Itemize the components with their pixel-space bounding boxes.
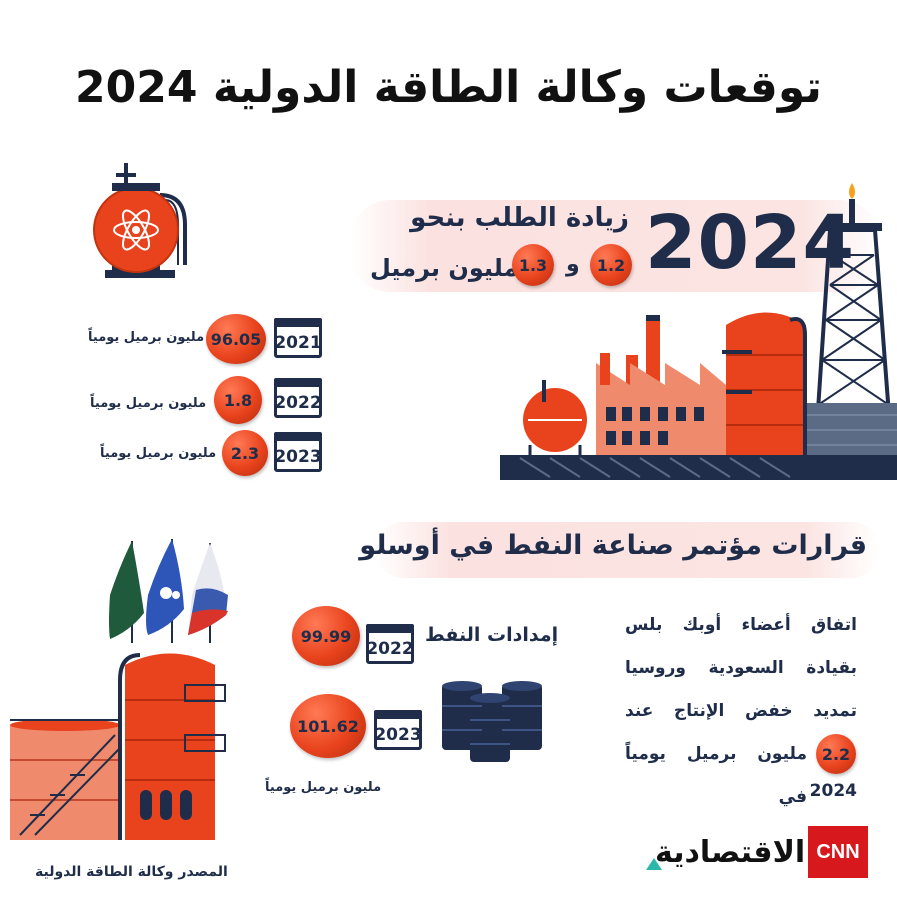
oslo-text-line2: بقيادة السعودية وروسيا [625, 658, 857, 678]
supply-year-2022: 2022 [366, 624, 414, 664]
history-value-2023: 2.3 [222, 430, 268, 476]
history-value-2022: 1.8 [214, 376, 262, 424]
demand-unit: مليون برميل [370, 254, 519, 282]
oslo-text-line3: تمديد خفض الإنتاج عند [625, 701, 857, 721]
brand-triangle-icon [646, 858, 662, 870]
oslo-text-line4: مليون برميل يومياً في [625, 744, 807, 807]
demand-conj: و [566, 252, 580, 277]
supply-unit: مليون برميل يومياً [265, 780, 382, 795]
calendar-icon: 2023 [374, 710, 422, 750]
calendar-icon: 2023 [274, 432, 322, 472]
calendar-icon: 2022 [366, 624, 414, 664]
demand-line1: زيادة الطلب بنحو [410, 203, 629, 233]
calendar-icon: 2022 [274, 378, 322, 418]
gas-tank-atom-icon [93, 163, 187, 278]
calendar-icon: 2021 [274, 318, 322, 358]
oslo-text-line5: 2024 [809, 781, 857, 801]
oslo-text-line1: اتفاق أعضاء أوبك بلس [625, 615, 857, 635]
history-year-2022: 2022 [274, 378, 322, 418]
page-title: توقعات وكالة الطاقة الدولية 2024 [75, 62, 822, 113]
refinery-illustration [500, 183, 897, 480]
oil-barrels-icon [442, 681, 542, 762]
history-unit-2021: مليون برميل يومياً [88, 330, 205, 345]
storage-tank-illustration [10, 653, 226, 840]
history-year-2021: 2021 [274, 318, 322, 358]
demand-value-b: 1.3 [512, 244, 554, 286]
demand-year: 2024 [645, 200, 855, 286]
history-unit-2023: مليون برميل يومياً [100, 446, 217, 461]
oslo-heading: قرارات مؤتمر صناعة النفط في أوسلو [359, 530, 867, 561]
oslo-value: 2.2 [816, 734, 856, 774]
source-note: المصدر وكالة الطاقة الدولية [35, 864, 228, 880]
demand-value-a: 1.2 [590, 244, 632, 286]
supply-value-2023: 101.62 [290, 694, 366, 758]
supply-label: إمدادات النفط [425, 624, 559, 646]
history-value-2021: 96.05 [206, 314, 266, 364]
flags-illustration [109, 539, 228, 643]
supply-value-2022: 99.99 [292, 606, 360, 666]
cnn-logo: CNN [808, 826, 868, 878]
history-year-2023: 2023 [274, 432, 322, 472]
history-unit-2022: مليون برميل يومياً [90, 396, 207, 411]
cnn-logo-text: CNN [816, 840, 860, 863]
supply-year-2023: 2023 [374, 710, 422, 750]
oslo-banner-bg [375, 522, 880, 578]
brand-arabic: الاقتصادية [655, 835, 806, 870]
